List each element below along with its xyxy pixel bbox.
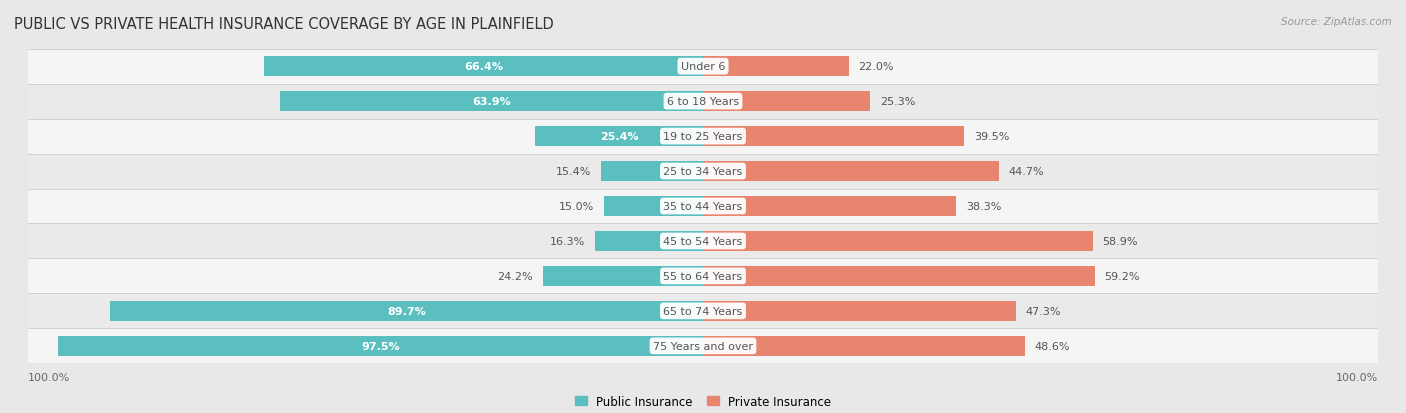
Text: 16.3%: 16.3% [550, 236, 585, 247]
Bar [28, 294, 1378, 329]
Bar [58, 336, 703, 356]
Bar [703, 57, 849, 77]
Bar [543, 266, 703, 286]
Bar [28, 259, 1378, 294]
Bar [264, 57, 703, 77]
Bar [28, 50, 1378, 84]
Text: 66.4%: 66.4% [464, 62, 503, 72]
Bar [703, 301, 1017, 321]
Bar [28, 119, 1378, 154]
Text: 25.3%: 25.3% [880, 97, 915, 107]
Text: 35 to 44 Years: 35 to 44 Years [664, 202, 742, 211]
Bar [703, 197, 956, 216]
Bar [280, 92, 703, 112]
Text: 39.5%: 39.5% [974, 132, 1010, 142]
Bar [703, 161, 998, 182]
Text: 19 to 25 Years: 19 to 25 Years [664, 132, 742, 142]
Bar [534, 127, 703, 147]
Bar [28, 224, 1378, 259]
Text: 45 to 54 Years: 45 to 54 Years [664, 236, 742, 247]
Text: Source: ZipAtlas.com: Source: ZipAtlas.com [1281, 17, 1392, 26]
Bar [703, 92, 870, 112]
Bar [28, 329, 1378, 363]
Text: 55 to 64 Years: 55 to 64 Years [664, 271, 742, 281]
Bar [110, 301, 703, 321]
Text: Under 6: Under 6 [681, 62, 725, 72]
Text: 97.5%: 97.5% [361, 341, 399, 351]
Text: 100.0%: 100.0% [28, 372, 70, 382]
Text: 65 to 74 Years: 65 to 74 Years [664, 306, 742, 316]
Text: 6 to 18 Years: 6 to 18 Years [666, 97, 740, 107]
Bar [28, 154, 1378, 189]
Text: 15.4%: 15.4% [555, 166, 591, 177]
Bar [28, 84, 1378, 119]
Bar [703, 127, 965, 147]
Bar [602, 161, 703, 182]
Text: PUBLIC VS PRIVATE HEALTH INSURANCE COVERAGE BY AGE IN PLAINFIELD: PUBLIC VS PRIVATE HEALTH INSURANCE COVER… [14, 17, 554, 31]
Text: 48.6%: 48.6% [1035, 341, 1070, 351]
Text: 59.2%: 59.2% [1105, 271, 1140, 281]
Bar [703, 266, 1095, 286]
Text: 24.2%: 24.2% [498, 271, 533, 281]
Bar [703, 336, 1025, 356]
Text: 38.3%: 38.3% [966, 202, 1001, 211]
Bar [595, 231, 703, 252]
Legend: Public Insurance, Private Insurance: Public Insurance, Private Insurance [575, 395, 831, 408]
Text: 25.4%: 25.4% [599, 132, 638, 142]
Bar [703, 231, 1092, 252]
Text: 44.7%: 44.7% [1008, 166, 1045, 177]
Bar [28, 189, 1378, 224]
Text: 89.7%: 89.7% [387, 306, 426, 316]
Text: 58.9%: 58.9% [1102, 236, 1137, 247]
Bar [603, 197, 703, 216]
Text: 63.9%: 63.9% [472, 97, 510, 107]
Text: 75 Years and over: 75 Years and over [652, 341, 754, 351]
Text: 100.0%: 100.0% [1336, 372, 1378, 382]
Text: 47.3%: 47.3% [1026, 306, 1062, 316]
Text: 22.0%: 22.0% [859, 62, 894, 72]
Text: 25 to 34 Years: 25 to 34 Years [664, 166, 742, 177]
Text: 15.0%: 15.0% [558, 202, 593, 211]
